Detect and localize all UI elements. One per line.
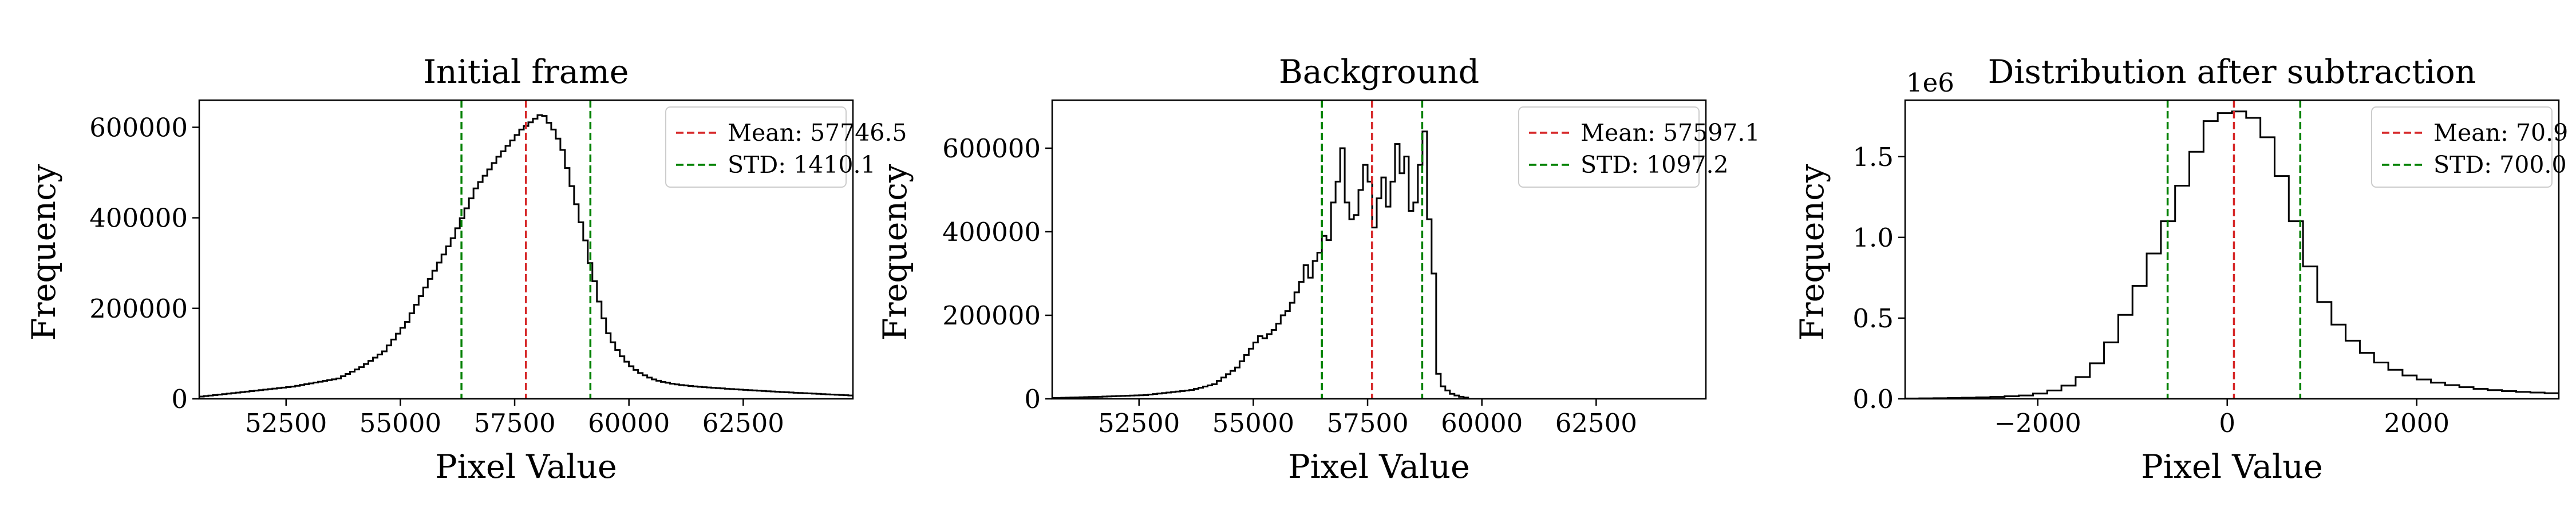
y-axis-label: Frequency: [876, 164, 914, 340]
x-axis-label: Pixel Value: [435, 448, 617, 486]
x-tick-label: 55000: [1212, 408, 1294, 438]
subplot-distribution-after-subtraction: Distribution after subtraction −2000 0 200…: [1793, 53, 2568, 486]
y-axis-label: Frequency: [1793, 164, 1831, 340]
x-tick-label: 60000: [1441, 408, 1523, 438]
chart-title: Distribution after subtraction: [1988, 53, 2476, 91]
chart-title: Background: [1279, 53, 1479, 91]
y-tick-label: 1.5: [1852, 142, 1894, 172]
axes-frame: [198, 99, 854, 400]
histogram-step: [1905, 110, 2559, 399]
y-tick-label: 400000: [942, 217, 1041, 247]
x-tick-label: 2000: [2384, 408, 2449, 438]
x-tick-label: −2000: [1994, 408, 2081, 438]
y-tick-label: 200000: [89, 294, 188, 324]
x-tick-label: 62500: [702, 408, 784, 438]
y-tick-label: 1.0: [1852, 223, 1894, 253]
x-tick-label: 57500: [1326, 408, 1408, 438]
x-axis-label: Pixel Value: [1288, 448, 1469, 486]
x-tick-label: 52500: [245, 408, 327, 438]
x-axis-label: Pixel Value: [2141, 448, 2322, 486]
y-tick-label: 600000: [89, 112, 188, 142]
histogram-step: [1052, 130, 1469, 399]
plot-contents: [1052, 100, 1469, 399]
y-tick-label: 0: [1024, 384, 1041, 414]
y-tick-label: 0.5: [1852, 303, 1894, 334]
subplot-initial-frame: Initial frame 52500 55000 57500 60000 62500 0…: [25, 53, 907, 486]
x-tick-label: 57500: [473, 408, 555, 438]
chart-title: Initial frame: [423, 53, 629, 91]
legend-box: [1518, 106, 1700, 188]
x-tick-label: 52500: [1098, 408, 1180, 438]
legend-entry-std-label: STD: 1097.2: [1581, 151, 1729, 179]
initial-frame-plot-area: 52500 55000 57500 60000 62500 0 200000 400000 60…: [89, 99, 907, 438]
plot-contents: [1905, 100, 2559, 399]
y-axis-label: Frequency: [25, 164, 63, 340]
y-tick-label: 200000: [942, 300, 1041, 331]
legend-entry-mean-label: Mean: 57746.5: [728, 119, 907, 146]
legend-entry-std-label: STD: 1410.1: [728, 151, 876, 179]
x-tick-label: 62500: [1555, 408, 1637, 438]
subplot-background: Background 52500 55000 57500 60000 62500 0 200…: [876, 53, 1760, 486]
legend-entry-std-label: STD: 700.0: [2433, 151, 2567, 179]
x-tick-label: 60000: [588, 408, 670, 438]
y-offset-label: 1e6: [1906, 68, 1954, 98]
background-plot-area: 52500 55000 57500 60000 62500 0 200000 400000 60…: [942, 99, 1760, 438]
y-tick-label: 0: [171, 384, 188, 414]
x-tick-label: 0: [2219, 408, 2235, 438]
legend-entry-mean-label: Mean: 70.9: [2433, 119, 2568, 146]
distribution-plot-area: −2000 0 2000 0.0 0.5 1.0 1.5 Mean: 70.9 STD: 700…: [1852, 99, 2568, 438]
axes-frame: [1904, 99, 2560, 400]
axes-frame: [1051, 99, 1707, 400]
y-tick-label: 600000: [942, 133, 1041, 164]
y-tick-label: 0.0: [1852, 384, 1894, 414]
legend-box: [665, 106, 847, 188]
y-tick-label: 400000: [89, 203, 188, 233]
plot-contents: [199, 100, 853, 399]
legend-entry-mean-label: Mean: 57597.1: [1581, 119, 1760, 146]
legend-box: [2371, 106, 2553, 188]
x-tick-label: 55000: [359, 408, 441, 438]
